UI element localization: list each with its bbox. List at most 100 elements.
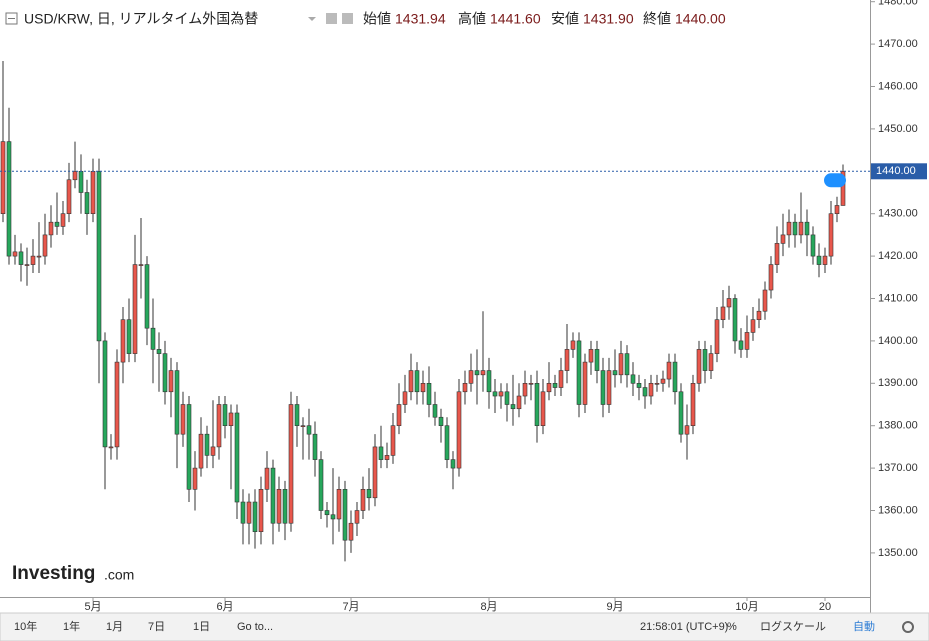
x-tick-label: 8月 [480,601,497,613]
candle-body [12,251,18,257]
candle-body [48,221,54,236]
x-tick-label: 6月 [216,601,233,613]
candle-body [6,141,12,257]
auto-button[interactable]: 自動 [853,619,875,633]
candle-body [252,501,258,533]
settings-gear[interactable] [902,621,914,633]
candle-body [720,306,726,321]
candle-body [186,404,192,490]
dropdown-icon[interactable] [308,17,316,21]
y-tick-label: 1460.00 [878,80,918,92]
candle-body [510,404,516,410]
candle-body [378,446,384,460]
y-tick-label: 1370.00 [878,462,918,474]
candle-body [786,221,792,236]
goto-button[interactable]: Go to... [237,621,273,633]
x-tick-label: 5月 [84,601,101,613]
candle-body [732,298,738,342]
candle-body [648,383,654,397]
y-tick-label: 1390.00 [878,377,918,389]
candle-body [288,404,294,524]
range-button[interactable]: 10年 [14,619,37,633]
candle-body [618,353,624,376]
candle-body [54,221,60,227]
candle-body [486,370,492,393]
candle-body [630,374,636,384]
candle-body [96,170,102,342]
candle-body [654,383,660,385]
candle-body [474,370,480,376]
candle-body [90,170,96,214]
candle-body [684,425,690,435]
candle-body [414,370,420,393]
candle-body [72,170,78,181]
candle-body [312,433,318,460]
toolbar [0,612,929,641]
marker-p [824,173,846,188]
range-button[interactable]: 1日 [193,621,210,633]
candle-body [426,383,432,405]
log-button[interactable]: ログスケール [760,619,826,633]
candle-body [714,319,720,354]
candle-body [126,319,132,354]
candle-body [504,391,510,405]
x-tick-label: 9月 [606,601,623,613]
settings-icon[interactable] [326,13,337,24]
candle-body [492,391,498,397]
candle-body [660,378,666,384]
candle-body [24,264,30,266]
candle-body [726,298,732,308]
candle-body [234,412,240,503]
candle-body [306,425,312,435]
ohlc-value: 1440.00 [675,11,726,27]
candle-body [198,433,204,469]
candle-body [42,234,48,257]
ohlc-label: 安値 [551,11,579,27]
ohlc-label: 終値 [643,11,671,27]
candle-body [372,446,378,499]
candle-body [396,404,402,427]
y-tick-label: 1470.00 [878,38,918,50]
candle-body [708,353,714,371]
candle-body [162,353,168,393]
ohlc-label: 高値 [458,11,486,27]
candle-body [738,340,744,350]
candle-body [540,391,546,427]
candle-body [330,514,336,520]
candle-body [168,370,174,393]
candle-body [282,489,288,524]
range-button[interactable]: 1月 [106,621,123,633]
candle-body [348,522,354,541]
candle-body [600,370,606,405]
candle-body [114,361,120,448]
candle-body [564,349,570,371]
candle-body [246,501,252,524]
candle-body [156,349,162,354]
ohlc-value: 1441.60 [490,11,541,27]
candle-body [804,221,810,236]
y-tick-label: 1350.00 [878,547,918,559]
candle-body [798,221,804,236]
candle-body [498,391,504,397]
candle-body [270,467,276,524]
last-price-label: 1440.00 [876,165,916,177]
percent-button[interactable]: % [727,621,737,633]
candle-body [744,332,750,350]
y-tick-label: 1400.00 [878,335,918,347]
collapse-icon[interactable] [5,12,18,25]
range-button[interactable]: 1年 [63,619,80,633]
candle-body [342,489,348,541]
candle-body [366,489,372,499]
candle-body [360,489,366,511]
candle-body [420,383,426,393]
candle-body [192,467,198,490]
settings-icon[interactable] [342,13,353,24]
range-button[interactable]: 7日 [148,621,165,633]
candle-body [624,353,630,376]
candle-body [204,433,210,456]
symbol-title: USD/KRW, 日, リアルタイム外国為替 [24,11,258,27]
candle-body [678,391,684,435]
candle-body [666,361,672,380]
candle-body [456,391,462,469]
candle-body [60,213,66,227]
